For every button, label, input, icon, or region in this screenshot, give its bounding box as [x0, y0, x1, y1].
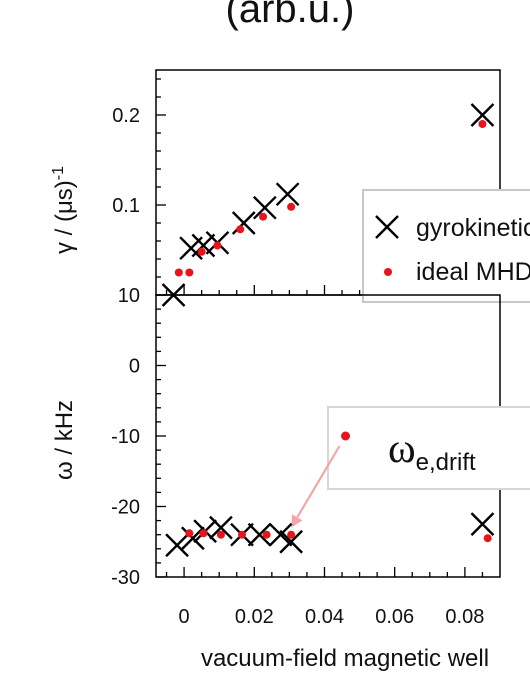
bottom-gyrokinetic-marker: [279, 529, 303, 554]
top-ideal-mhd-marker: [185, 268, 194, 277]
annotation-box: [327, 406, 530, 490]
bottom-gyrokinetic-marker: [209, 515, 233, 540]
top-ideal-mhd-marker: [287, 202, 296, 211]
top-ideal-mhd-marker: [213, 241, 222, 250]
legend-marker-dot: [384, 268, 392, 276]
bottom-gyrokinetic-marker: [165, 533, 189, 558]
annotation-label: ωe,drift: [388, 426, 476, 476]
bottom-y-tick-label: -10: [111, 426, 140, 448]
bottom-y-axis-title: ω / kHz: [51, 400, 78, 480]
x-tick-label: 0.02: [235, 606, 274, 628]
x-tick-label: 0.08: [445, 606, 484, 628]
bottom-y-tick-label: 10: [118, 285, 140, 307]
top-ideal-mhd-marker: [236, 225, 245, 234]
bottom-y-tick-label: 0: [129, 356, 140, 378]
bottom-x-tick-labels: 0 0.02 0.04 0.06 0.08: [179, 606, 485, 628]
bottom-y-tick-label: -30: [111, 567, 140, 589]
top-ideal-mhd-marker: [197, 247, 206, 256]
bottom-gyrokinetic-marker: [470, 512, 495, 536]
bottom-y-ticks: [156, 294, 166, 578]
bottom-series-layer: [165, 512, 495, 558]
top-gyrokinetic-marker: [275, 182, 300, 207]
top-y-axis-title-main: γ / (μs): [51, 180, 78, 254]
top-gyrokinetic-marker: [470, 103, 495, 127]
bottom-x-ticks: [165, 567, 484, 577]
legend-box: [362, 189, 530, 303]
omega-drift-annotation: ωe,drift: [291, 406, 530, 528]
x-tick-label: 0: [179, 606, 190, 628]
bottom-ideal-mhd-marker: [483, 534, 492, 543]
annotation-point: [341, 431, 351, 441]
top-y-tick-label: 0.2: [112, 105, 140, 127]
bottom-gyrokinetic-marker: [247, 522, 272, 547]
x-axis-title: vacuum-field magnetic well: [201, 645, 489, 672]
top-gyrokinetic-marker: [252, 195, 277, 220]
x-tick-label: 0.04: [305, 606, 344, 628]
top-panel: 0.1 0.2 γ / (μs)-1 gyrokinetic ideal MHD: [50, 69, 530, 307]
top-gyrokinetic-marker: [191, 233, 216, 258]
bottom-ideal-mhd-marker: [216, 530, 225, 539]
annotation-arrowhead: [291, 514, 303, 528]
bottom-y-tick-label: -20: [111, 497, 140, 519]
bottom-gyrokinetic-marker: [268, 522, 293, 547]
bottom-ideal-mhd-marker: [262, 530, 271, 539]
top-y-axis-title-sup: -1: [50, 166, 67, 180]
x-tick-label: 0.06: [375, 606, 414, 628]
annotation-arrow: [296, 445, 341, 518]
top-ideal-mhd-marker: [174, 268, 183, 277]
top-ideal-mhd-marker: [259, 212, 268, 221]
top-title-fragment: (arb.u.): [226, 0, 355, 31]
top-series-layer: [161, 103, 495, 307]
legend-marker-x: [375, 215, 399, 239]
bottom-ideal-mhd-marker: [287, 530, 296, 539]
bottom-ideal-mhd-marker: [199, 529, 208, 538]
legend: gyrokinetic ideal MHD: [362, 189, 530, 303]
annotation-label-sub: e,drift: [416, 449, 476, 476]
bottom-ideal-mhd-marker: [185, 529, 194, 538]
legend-entry-ideal-mhd: ideal MHD: [416, 258, 530, 286]
bottom-ideal-mhd-marker: [238, 530, 246, 539]
top-y-tick-label: 0.1: [112, 195, 140, 217]
legend-entry-gyrokinetic: gyrokinetic: [416, 214, 530, 242]
top-y-axis-title: γ / (μs)-1: [50, 166, 78, 254]
annotation-label-main: ω: [388, 426, 416, 472]
bottom-panel: -30 -20 -10 0 10 0 0.02 0.04 0.06 0.08 ω / kHz v…: [51, 285, 530, 672]
top-ideal-mhd-marker: [478, 120, 487, 128]
bottom-y-tick-labels: -30 -20 -10 0 10: [111, 285, 140, 589]
top-y-tick-labels: 0.1 0.2: [112, 105, 140, 217]
